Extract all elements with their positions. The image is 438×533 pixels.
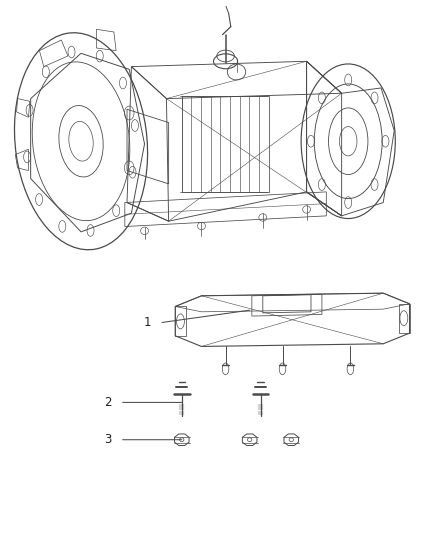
Text: 3: 3: [104, 433, 112, 446]
Text: 1: 1: [144, 316, 151, 329]
Text: 2: 2: [104, 396, 112, 409]
